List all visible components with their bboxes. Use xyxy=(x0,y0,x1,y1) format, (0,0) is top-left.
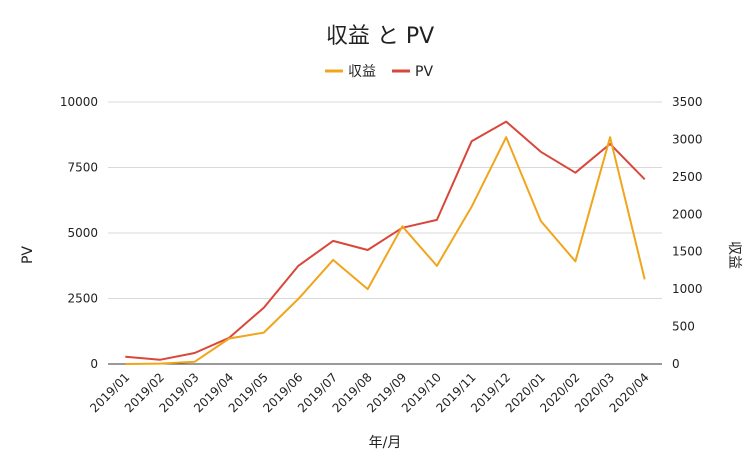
legend-label-revenue: 収益 xyxy=(348,64,376,80)
right-axis-ticks: 0 500 1000 1500 2000 2500 3000 3500 xyxy=(672,95,703,371)
left-tick-label: 2500 xyxy=(67,292,98,306)
grid-lines xyxy=(108,101,662,365)
left-tick-label: 7500 xyxy=(67,161,98,175)
right-tick-label: 2500 xyxy=(672,170,703,184)
left-axis-ticks: 0 2500 5000 7500 10000 xyxy=(60,95,98,371)
left-tick-label: 10000 xyxy=(60,95,98,109)
right-tick-label: 500 xyxy=(672,320,695,334)
right-tick-label: 0 xyxy=(672,357,680,371)
left-tick-label: 0 xyxy=(90,357,98,371)
series-line-pv xyxy=(125,120,646,361)
series-lines xyxy=(125,120,646,365)
series-line-revenue xyxy=(125,136,646,365)
y-axis-title-right: 収益 xyxy=(726,241,742,269)
right-tick-label: 2000 xyxy=(672,207,703,221)
left-tick-label: 5000 xyxy=(67,226,98,240)
legend: 収益 PV xyxy=(325,64,433,80)
x-axis-ticks: 2019/012019/022019/032019/042019/052019/… xyxy=(87,370,652,415)
right-tick-label: 3500 xyxy=(672,95,703,109)
x-axis-title: 年/月 xyxy=(369,435,402,451)
legend-label-pv: PV xyxy=(415,64,433,80)
right-tick-label: 3000 xyxy=(672,132,703,146)
y-axis-title-left: PV xyxy=(20,246,36,264)
chart-title: 収益 と PV xyxy=(326,24,434,49)
right-tick-label: 1000 xyxy=(672,282,703,296)
right-tick-label: 1500 xyxy=(672,245,703,259)
